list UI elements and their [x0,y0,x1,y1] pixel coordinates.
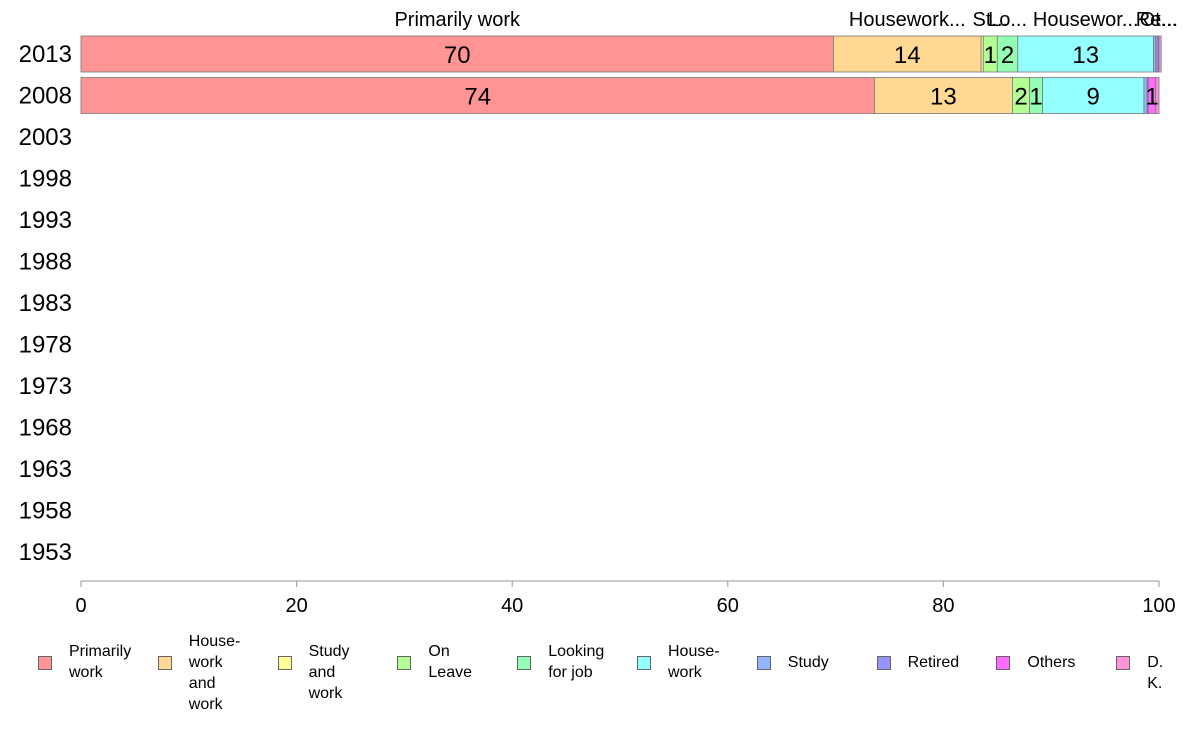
legend-swatch [637,656,651,670]
y-tick-label: 1988 [19,249,72,276]
x-tick-label: 60 [717,595,739,617]
data-label: 13 [1072,42,1099,69]
series-top-label: St... [973,9,1009,31]
series-top-label: Ot... [1140,9,1178,31]
bar-segment [80,77,875,114]
bar-segment [874,77,1013,114]
y-tick-label: 2003 [19,124,72,151]
y-tick-label: 2013 [19,41,72,68]
legend-swatch [756,656,771,670]
legend-swatch [1116,656,1131,670]
data-label: 74 [464,84,491,111]
bar-segment [1155,77,1160,114]
data-label: 2 [1001,42,1014,69]
data-label: 1 [1145,84,1158,111]
legend-label: Others [1027,653,1076,671]
y-tick-label: 1968 [19,415,72,442]
top-labels: Primarily work Housework... St...Lo... Hous… [394,9,1178,31]
data-label: 13 [930,84,957,111]
legend-label: House- work and work [188,632,241,713]
bars [80,35,1162,114]
legend-label: Retired [907,653,960,671]
legend-label: Study and work [308,643,350,702]
data-label: 14 [894,42,921,69]
legend-swatch [38,656,52,670]
y-tick-label: 1973 [19,373,72,400]
y-tick-label: 1953 [19,539,72,566]
y-tick-label: 1993 [19,207,72,234]
x-tick-label: 20 [285,595,307,617]
legend-swatch [517,656,532,670]
legend-label: Study [787,653,829,671]
legend-swatch [397,656,412,670]
data-label: 70 [444,42,471,69]
data-label: 1 [1029,84,1042,111]
legend-label: D. K. [1147,653,1164,692]
legend-swatch [876,656,891,670]
legend-swatch [996,656,1011,670]
x-tick-label: 0 [75,595,86,617]
legend-swatch [157,656,172,670]
y-tick-label: 1978 [19,332,72,359]
series-top-label: Re... [1136,9,1178,31]
series-top-label: Housework... [849,9,966,31]
x-tick-label: 40 [501,595,523,617]
data-label: 2 [1014,84,1027,111]
x-tick-label: 80 [932,595,954,617]
series-top-label: Primarily work [394,9,521,31]
series-top-label: Lo... [988,9,1027,31]
y-tick-label: 1983 [19,290,72,317]
bar-segment [80,35,834,73]
series-top-label: Housewor... [1033,9,1139,31]
bar-segment [1158,35,1162,73]
y-tick-label: 1958 [19,498,72,525]
data-label: 9 [1087,84,1100,111]
y-tick-label: 1963 [19,456,72,483]
x-axis: 0 20 40 60 80 100 [75,580,1176,617]
legend-label: House- work [668,643,720,681]
y-tick-label: 2008 [19,83,72,110]
data-label: 1 [984,42,997,69]
legend-label: Primarily work [69,643,132,681]
bar-segment [1042,77,1145,114]
legend: Primarily work House- work and work Study … [38,632,1188,713]
legend-label: Looking for job [548,643,605,681]
x-tick-label: 100 [1142,595,1175,617]
y-axis-tick-labels: 2013 2008 2003 1998 1993 1988 1983 1978 1973 1968… [19,41,72,566]
legend-label: On Leave [428,643,472,681]
y-tick-label: 1998 [19,166,72,193]
legend-swatch [277,656,292,670]
